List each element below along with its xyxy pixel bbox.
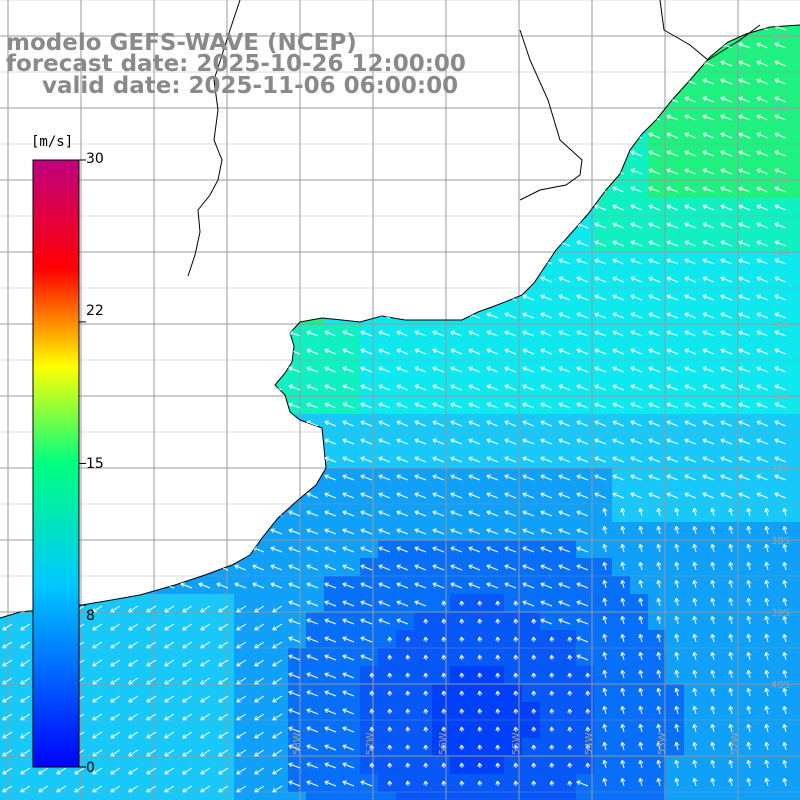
lat-label: 32S [771,104,790,115]
lat-label: 36S [771,392,790,403]
lon-label: 52W [730,732,741,755]
country-border [659,0,761,61]
lon-label: 56W [438,732,449,755]
lat-label: 38S [771,536,790,547]
graticule-labels: 31S 32S 33S 34S 35S 36S 37S 38S 39S 40S 58W 57W 56W 5… [292,32,790,755]
lat-label: 40S [771,680,790,691]
valid-date: valid date: 2025-11-06 06:00:00 [42,73,459,99]
country-border [187,0,241,277]
lat-label: 37S [771,464,790,475]
lat-label: 39S [771,608,790,619]
forecast-date: forecast date: 2025-10-26 12:00:00 [6,51,466,77]
lat-label: 31S [771,32,790,43]
colorbar-tick-15: 15 [86,456,104,472]
lon-label: 57W [365,732,376,755]
lat-label: 35S [771,320,790,331]
colorbar-tick-8: 8 [86,608,95,624]
colorbar-tick-0: 0 [86,760,95,776]
lon-label: 54W [584,732,595,755]
colorbar-tick-22: 22 [86,303,104,319]
colorbar-tick-30: 30 [86,151,104,167]
colorbar-unit: [m/s] [31,134,74,150]
country-border [519,29,583,201]
model-title: modelo GEFS-WAVE (NCEP) [6,30,357,56]
colorbar [32,159,80,768]
lon-label: 58W [292,732,303,755]
lat-label: 34S [771,248,790,259]
lon-label: 55W [511,732,522,755]
coastline [0,24,800,619]
lon-label: 53W [657,732,668,755]
lat-label: 33S [771,176,790,187]
